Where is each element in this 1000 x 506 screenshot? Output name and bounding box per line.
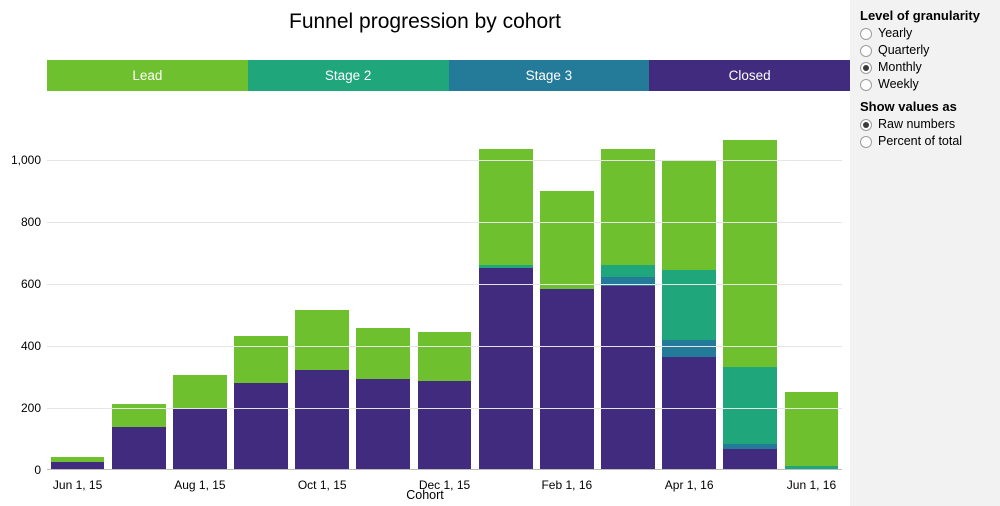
gridline [47,346,842,347]
legend-lead: Lead [47,60,248,91]
radio-option[interactable]: Monthly [860,59,990,76]
bar-segment-closed [295,370,349,470]
x-axis-title: Cohort [406,488,444,502]
x-tick-label: Jun 1, 16 [787,478,836,492]
bar-segment-closed [173,409,227,470]
legend-stage3: Stage 3 [449,60,650,91]
bar-segment-lead [785,392,839,466]
bar-segment-closed [662,357,716,470]
bar-segment-lead [540,191,594,288]
stacked-bar [112,315,166,470]
radio-icon[interactable] [860,28,872,40]
bar-segment-lead [234,336,288,383]
bar-segment-lead [418,332,472,382]
x-tick-label: Feb 1, 16 [541,478,592,492]
y-tick-label: 0 [7,463,41,477]
bar-segment-lead [601,149,655,265]
radio-icon[interactable] [860,136,872,148]
values-as-heading: Show values as [860,99,990,114]
gridline [47,408,842,409]
bar-segment-stage2 [601,265,655,277]
bar-segment-closed [479,268,533,470]
gridline [47,160,842,161]
bar-segment-closed [234,383,288,470]
radio-icon[interactable] [860,119,872,131]
bar-segment-closed [418,381,472,470]
bar-segment-lead [662,161,716,271]
gridline [47,222,842,223]
bar-segment-closed [540,289,594,470]
radio-icon[interactable] [860,45,872,57]
stacked-bar [51,402,105,470]
stacked-bar [662,133,716,470]
y-tick-label: 600 [7,277,41,291]
radio-icon[interactable] [860,79,872,91]
radio-label: Raw numbers [878,116,955,133]
radio-option[interactable]: Weekly [860,76,990,93]
controls-panel: Level of granularity YearlyQuarterlyMont… [850,0,1000,506]
radio-option[interactable]: Percent of total [860,133,990,150]
x-tick-label: Apr 1, 16 [665,478,714,492]
chart-title: Funnel progression by cohort [0,10,850,34]
chart-area: Jun 1, 15Aug 1, 15Oct 1, 15Dec 1, 15Feb … [47,104,842,470]
stacked-bar [479,127,533,470]
legend-closed: Closed [649,60,850,91]
legend-stage2: Stage 2 [248,60,449,91]
y-tick-label: 400 [7,339,41,353]
bar-segment-lead [173,375,227,409]
radio-label: Quarterly [878,42,929,59]
bar-segment-stage2 [723,367,777,444]
stacked-bar [356,242,410,470]
bar-segment-lead [356,328,410,379]
bar-segment-stage2 [662,270,716,340]
radio-label: Yearly [878,25,912,42]
chart-panel: Funnel progression by cohort LeadStage 2… [0,0,850,506]
bar-segment-closed [723,449,777,470]
stacked-bar [173,284,227,470]
x-axis-baseline [47,469,842,470]
stacked-bar [295,228,349,470]
radio-option[interactable]: Yearly [860,25,990,42]
radio-label: Weekly [878,76,919,93]
bar-segment-closed [112,427,166,470]
stacked-bar [723,123,777,470]
y-tick-label: 200 [7,401,41,415]
radio-label: Percent of total [878,133,962,150]
radio-option[interactable]: Raw numbers [860,116,990,133]
stacked-bar [601,127,655,470]
x-tick-label: Aug 1, 15 [174,478,225,492]
stacked-bar [785,301,839,470]
stacked-bar [234,248,288,470]
x-tick-label: Oct 1, 15 [298,478,347,492]
y-tick-label: 1,000 [7,153,41,167]
bar-segment-stage3 [662,340,716,357]
bar-segment-closed [601,286,655,470]
bar-segment-lead [723,140,777,367]
bar-segment-lead [479,149,533,265]
y-tick-label: 800 [7,215,41,229]
radio-label: Monthly [878,59,922,76]
legend-strip: LeadStage 2Stage 3Closed [47,60,850,91]
x-tick-label: Jun 1, 15 [53,478,102,492]
stacked-bar [540,151,594,470]
bar-segment-closed [356,379,410,470]
gridline [47,284,842,285]
granularity-heading: Level of granularity [860,8,990,23]
radio-option[interactable]: Quarterly [860,42,990,59]
bar-segment-lead [295,310,349,369]
radio-icon[interactable] [860,62,872,74]
stacked-bar [418,245,472,470]
